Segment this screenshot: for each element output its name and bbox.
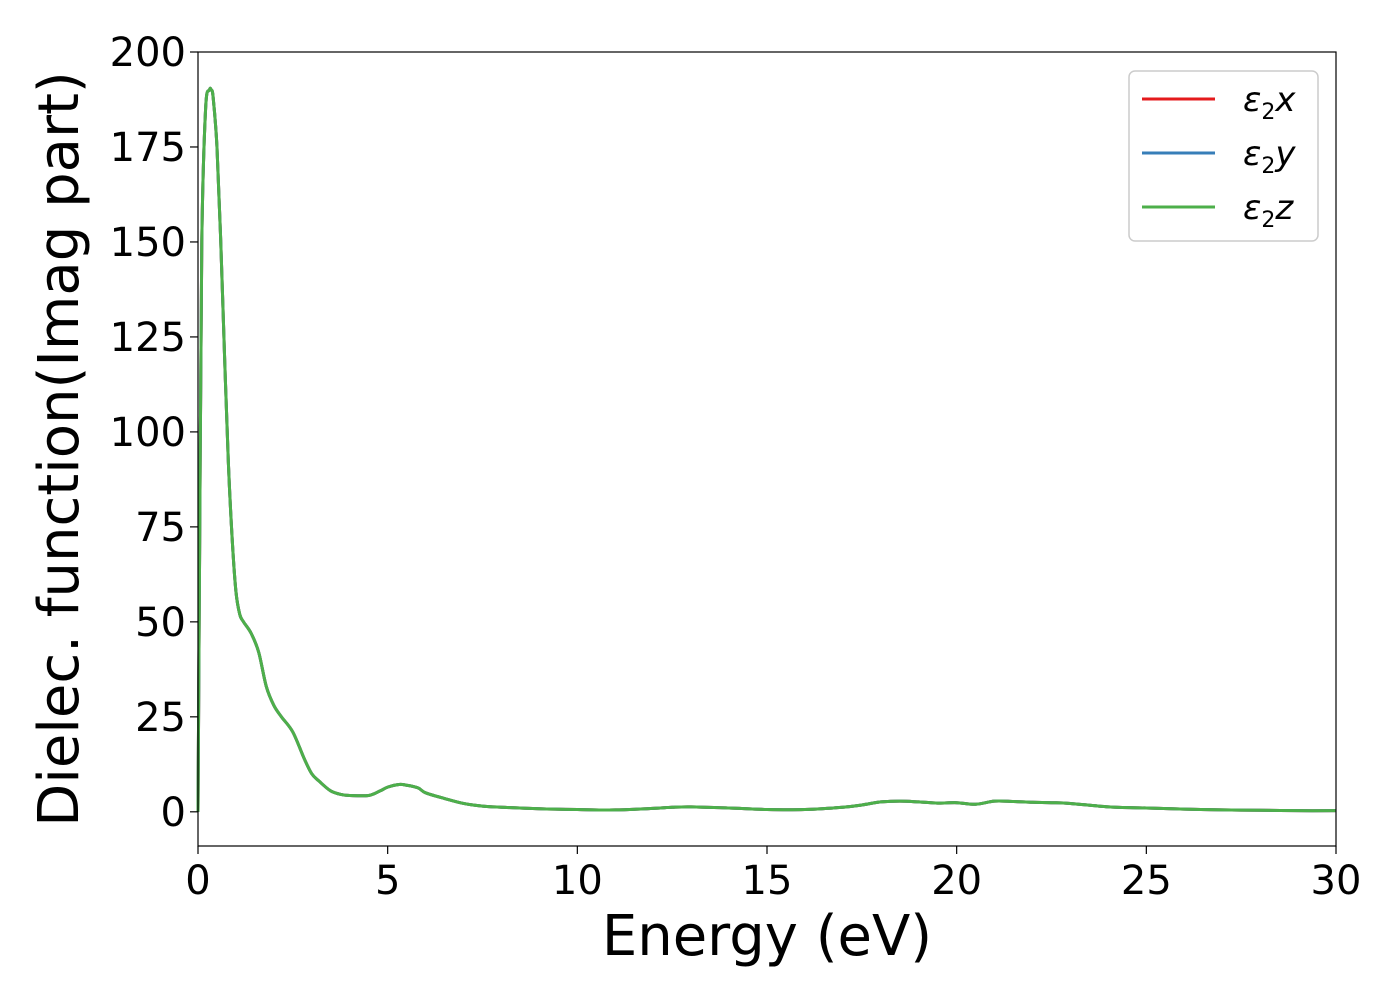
y-tick-label: 75 <box>135 505 186 551</box>
x-tick-label: 15 <box>742 858 793 904</box>
y-tick-label: 50 <box>135 600 186 646</box>
x-axis-ticks: 0 5 10 15 20 25 30 <box>185 846 1361 904</box>
x-tick-label: 25 <box>1121 858 1172 904</box>
x-tick-label: 20 <box>931 858 982 904</box>
y-tick-label: 125 <box>110 315 186 361</box>
x-tick-label: 10 <box>552 858 603 904</box>
x-tick-label: 30 <box>1311 858 1362 904</box>
y-tick-label: 100 <box>110 410 186 456</box>
x-tick-label: 0 <box>185 858 210 904</box>
y-tick-label: 25 <box>135 695 186 741</box>
x-tick-label: 5 <box>375 858 400 904</box>
legend-label-y: ε2y <box>1243 134 1296 179</box>
legend: ε2x ε2y ε2z <box>1128 70 1319 242</box>
series-layer <box>196 86 1337 813</box>
y-tick-label: 200 <box>110 30 186 76</box>
y-axis-label: Dielec. function(Imag part) <box>27 71 92 827</box>
legend-box <box>1128 70 1319 242</box>
y-tick-label: 175 <box>110 125 186 171</box>
y-tick-label: 150 <box>110 220 186 266</box>
y-axis-ticks: 0 25 50 75 100 125 150 175 200 <box>110 30 198 836</box>
series-line-z <box>196 86 1337 813</box>
y-tick-label: 0 <box>161 790 186 836</box>
legend-label-x: ε2x <box>1243 80 1296 125</box>
legend-label-z: ε2z <box>1243 188 1294 233</box>
x-axis-label: Energy (eV) <box>602 904 932 969</box>
